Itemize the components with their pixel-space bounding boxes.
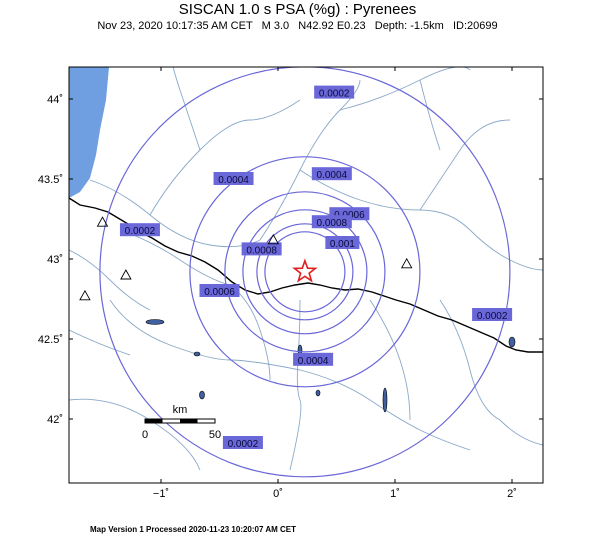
lon-tick-label: 1˚ [390, 488, 400, 500]
contour-0.0004 [189, 156, 421, 388]
bay-of-biscay [69, 67, 109, 198]
map-title: SISCAN 1.0 s PSA (%g) : Pyrenees [178, 1, 417, 18]
lon-tick-label: 2˚ [507, 488, 517, 500]
svg-text:0.0008: 0.0008 [317, 218, 348, 229]
scale-label-0: 0 [142, 429, 148, 441]
lat-tick-label: 42˚ [47, 414, 63, 426]
lon-tick-label: −1˚ [153, 488, 169, 500]
reservoirs [145, 319, 516, 413]
svg-text:0.0002: 0.0002 [319, 89, 350, 100]
scale-unit-label: km [173, 404, 188, 416]
station-triangle [96, 216, 109, 227]
scale-label-50: 50 [209, 429, 221, 441]
svg-text:0.001: 0.001 [330, 239, 355, 250]
contour-label: 0.0004 [213, 172, 254, 186]
contour-label: 0.0004 [293, 352, 334, 367]
svg-text:0.0002: 0.0002 [125, 226, 156, 237]
lat-tick-label: 42.5˚ [38, 334, 63, 346]
contour-0.0008 [242, 209, 368, 335]
lat-tick-label: 44˚ [47, 94, 63, 106]
contour-label: 0.0002 [472, 308, 513, 322]
svg-text:0.0008: 0.0008 [246, 245, 277, 256]
scale-bar: km 0 50 [142, 404, 221, 441]
svg-text:0.0004: 0.0004 [218, 175, 249, 186]
processing-footer: Map Version 1 Processed 2020-11-23 10:20… [90, 525, 297, 534]
contour-0.0002 [99, 67, 511, 478]
svg-text:0.0006: 0.0006 [204, 287, 235, 298]
contour-label: 0.0004 [311, 167, 352, 181]
contour-label: 0.001 [325, 236, 360, 250]
svg-text:0.0004: 0.0004 [317, 170, 348, 181]
svg-text:0.0002: 0.0002 [477, 311, 508, 322]
station-triangle [120, 269, 132, 280]
contour-label: 0.0008 [311, 215, 352, 229]
contour-label: 0.0002 [314, 85, 355, 100]
contour-0.001 [256, 223, 354, 321]
contour-label: 0.0006 [199, 284, 240, 298]
contour-label: 0.0002 [222, 436, 263, 450]
lat-tick-label: 43˚ [47, 254, 63, 266]
svg-text:0.0004: 0.0004 [298, 356, 329, 367]
contour-inner [264, 231, 346, 313]
map-frame [68, 66, 544, 484]
contour-label: 0.0008 [241, 242, 282, 256]
station-triangle [400, 257, 413, 269]
contour-0.0006 [224, 191, 386, 353]
svg-text:0.0002: 0.0002 [228, 439, 259, 450]
event-info: Nov 23, 2020 10:17:35 AM CET M 3.0 N42.9… [97, 20, 498, 32]
lon-tick-label: 0˚ [273, 488, 283, 500]
contour-label: 0.0002 [119, 223, 160, 237]
lat-tick-label: 43.5˚ [38, 174, 63, 186]
station-triangle [79, 289, 91, 301]
station-triangle [267, 233, 280, 245]
epicenter-star [292, 258, 318, 283]
